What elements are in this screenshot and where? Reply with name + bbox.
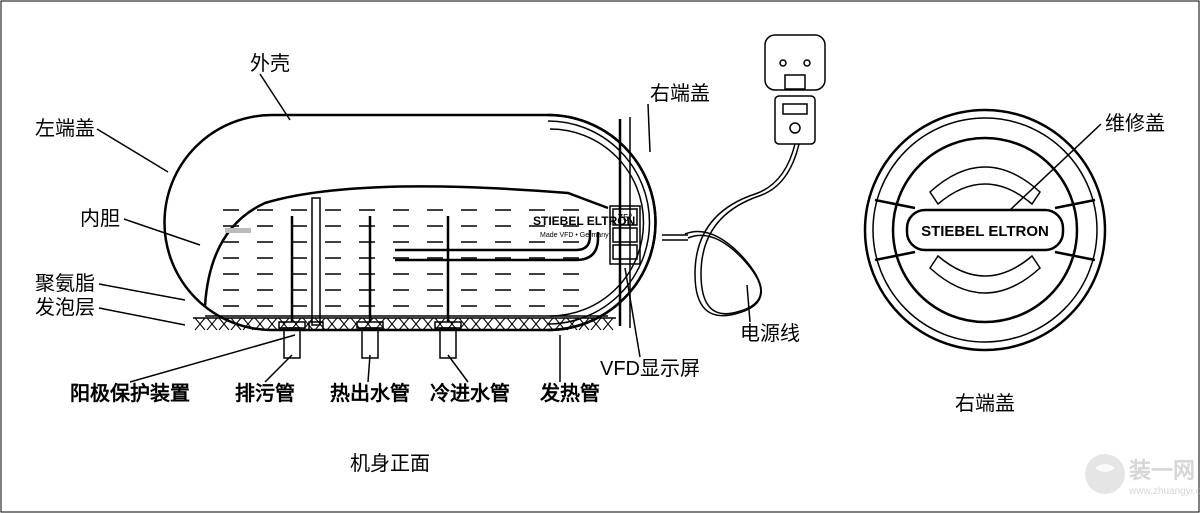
svg-text:内胆: 内胆 — [80, 207, 120, 230]
handle-mark — [225, 228, 251, 233]
svg-text:热出水管: 热出水管 — [330, 381, 410, 405]
svg-text:聚氨脂: 聚氨脂 — [35, 272, 95, 295]
svg-text:VFD显示屏: VFD显示屏 — [600, 358, 700, 380]
svg-text:左端盖: 左端盖 — [35, 117, 95, 140]
drain-pipe — [284, 328, 300, 358]
frame — [1, 1, 1199, 512]
svg-text:www.zhuangyi.com: www.zhuangyi.com — [1128, 486, 1200, 497]
rcd-box — [775, 96, 815, 144]
anode-rod — [312, 198, 320, 325]
svg-text:装一网: 装一网 — [1129, 458, 1195, 483]
cold-inlet-pipe — [440, 328, 456, 358]
svg-text:右端盖: 右端盖 — [650, 82, 710, 105]
watermark: 装一网 www.zhuangyi.com — [1085, 454, 1200, 497]
svg-text:阳极保护装置: 阳极保护装置 — [70, 381, 190, 405]
svg-text:右端盖: 右端盖 — [955, 392, 1015, 415]
svg-text:发泡层: 发泡层 — [35, 296, 95, 319]
svg-text:机身正面: 机身正面 — [350, 452, 430, 475]
svg-text:电源线: 电源线 — [740, 322, 800, 345]
hot-outlet-pipe — [362, 328, 378, 358]
endcap-brand: STIEBEL ELTRON — [921, 223, 1049, 240]
svg-text:外壳: 外壳 — [250, 52, 290, 75]
wall-socket — [765, 35, 825, 90]
svg-text:发热管: 发热管 — [539, 381, 600, 405]
svg-text:Made VFD • Germany: Made VFD • Germany — [540, 232, 609, 239]
water-surface — [205, 186, 608, 306]
svg-text:排污管: 排污管 — [235, 381, 295, 405]
svg-text:冷进水管: 冷进水管 — [430, 381, 510, 405]
svg-text:维修盖: 维修盖 — [1105, 112, 1165, 135]
brand-label: STIEBEL ELTRON — [533, 214, 635, 228]
